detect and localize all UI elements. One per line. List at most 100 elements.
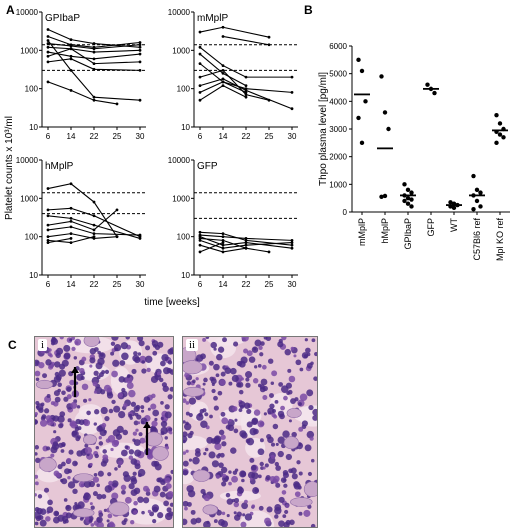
cell-nucleus (102, 449, 107, 454)
cell-nucleus (46, 506, 54, 514)
cell-nucleus (215, 474, 221, 479)
megakaryocyte (83, 337, 100, 347)
y-tick-label: 10 (29, 271, 38, 280)
tissue-space (99, 442, 145, 459)
cell-nucleus (237, 486, 245, 494)
cell-nucleus (290, 398, 296, 405)
data-point (46, 187, 50, 190)
scatter-point (379, 74, 384, 79)
scatter-point (501, 135, 506, 140)
cell-nucleus (110, 351, 115, 356)
subplot-title: GPIbaP (45, 13, 80, 24)
scatter-point (402, 198, 407, 204)
cell-nucleus (206, 520, 210, 524)
cell-nucleus (125, 337, 130, 340)
series-line (199, 237, 270, 253)
scatter-point (409, 190, 414, 195)
data-point (198, 238, 202, 242)
cell-nucleus (93, 472, 98, 477)
cell-nucleus (61, 461, 66, 467)
data-point (115, 102, 119, 106)
data-point (46, 45, 50, 49)
megakaryocyte (202, 504, 218, 515)
cell-nucleus (257, 474, 262, 479)
cell-nucleus (208, 451, 216, 459)
data-point (138, 68, 142, 72)
cell-nucleus (287, 368, 292, 373)
cell-nucleus (74, 426, 80, 432)
cell-nucleus (57, 388, 61, 393)
cell-nucleus (267, 407, 275, 415)
arrow-head (143, 422, 151, 428)
cell-nucleus (120, 484, 127, 491)
cell-nucleus (282, 514, 287, 519)
cell-nucleus (97, 357, 105, 366)
cell-nucleus (240, 521, 247, 527)
cell-nucleus (218, 462, 224, 468)
y-tick-label: 100 (25, 85, 39, 94)
cell-nucleus (257, 363, 262, 368)
cell-nucleus (165, 483, 172, 490)
cell-nucleus (298, 426, 304, 432)
cell-nucleus (61, 390, 66, 396)
scatter-point (405, 201, 411, 206)
megakaryocyte (108, 501, 130, 516)
data-point (92, 47, 96, 51)
cell-nucleus (133, 351, 138, 356)
cell-nucleus (152, 506, 159, 513)
cell-nucleus (130, 458, 138, 465)
cell-nucleus (283, 395, 288, 401)
cell-nucleus (53, 516, 60, 524)
cell-nucleus (123, 403, 128, 408)
cell-nucleus (53, 430, 57, 434)
cell-nucleus (252, 378, 259, 384)
cell-nucleus (245, 438, 251, 444)
cell-nucleus (137, 421, 141, 425)
cell-nucleus (213, 347, 217, 351)
data-point (69, 68, 73, 72)
cell-nucleus (219, 379, 226, 386)
cell-nucleus (187, 501, 192, 507)
x-tick-label: 22 (242, 280, 251, 289)
megakaryocyte (82, 434, 97, 445)
cell-nucleus (160, 431, 165, 436)
cell-nucleus (265, 337, 272, 342)
cell-nucleus (150, 426, 157, 433)
cell-nucleus (304, 444, 312, 452)
cell-nucleus (293, 354, 297, 358)
cell-nucleus (81, 383, 89, 391)
cell-nucleus (145, 491, 151, 496)
cell-nucleus (75, 341, 79, 345)
category-label: hMplP (380, 218, 390, 244)
cell-nucleus (66, 386, 72, 392)
cell-nucleus (240, 356, 248, 364)
data-point (198, 62, 202, 66)
cell-nucleus (98, 512, 104, 518)
cell-nucleus (63, 352, 71, 360)
cell-nucleus (63, 498, 68, 502)
cell-nucleus (150, 375, 159, 384)
cell-nucleus (35, 377, 40, 382)
cell-nucleus (60, 449, 65, 453)
cell-nucleus (195, 377, 199, 381)
cell-nucleus (264, 463, 269, 468)
cell-nucleus (98, 436, 102, 440)
cell-nucleus (89, 364, 93, 368)
cell-nucleus (35, 419, 38, 425)
category-label: C57Bl6 ref (472, 218, 482, 261)
cell-nucleus (274, 507, 282, 515)
cell-nucleus (310, 523, 316, 527)
cell-nucleus (249, 457, 255, 463)
cell-nucleus (224, 367, 232, 375)
y-tick-label: 100 (25, 233, 39, 242)
series-line (47, 237, 72, 244)
data-point (221, 235, 225, 239)
data-point (244, 246, 248, 250)
data-point (46, 54, 50, 58)
cell-nucleus (169, 431, 173, 435)
cell-nucleus (44, 408, 50, 414)
cell-nucleus (238, 400, 246, 408)
cell-nucleus (96, 493, 103, 500)
cell-nucleus (274, 461, 279, 467)
scatter-point (379, 194, 384, 199)
